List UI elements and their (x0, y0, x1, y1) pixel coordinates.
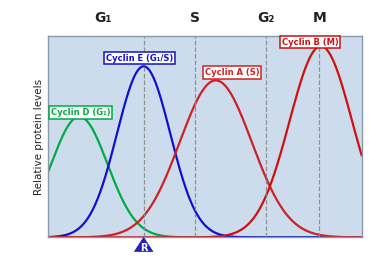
Text: Cyclin B (M): Cyclin B (M) (282, 38, 338, 47)
Text: Cyclin D (G₁): Cyclin D (G₁) (51, 108, 111, 117)
Text: M: M (313, 11, 326, 25)
Text: R: R (140, 243, 147, 253)
Text: S: S (190, 11, 200, 25)
Text: Cyclin A (S): Cyclin A (S) (205, 68, 259, 77)
Y-axis label: Relative protein levels: Relative protein levels (34, 79, 44, 195)
Text: G₂: G₂ (257, 11, 275, 25)
Text: G₁: G₁ (94, 11, 111, 25)
Text: Cyclin E (G₁/S): Cyclin E (G₁/S) (106, 54, 173, 63)
